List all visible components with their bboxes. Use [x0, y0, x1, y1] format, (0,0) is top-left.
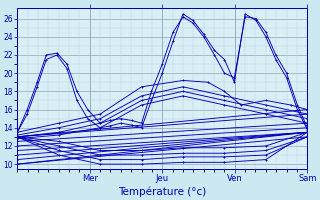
X-axis label: Température (°c): Température (°c) [118, 186, 206, 197]
